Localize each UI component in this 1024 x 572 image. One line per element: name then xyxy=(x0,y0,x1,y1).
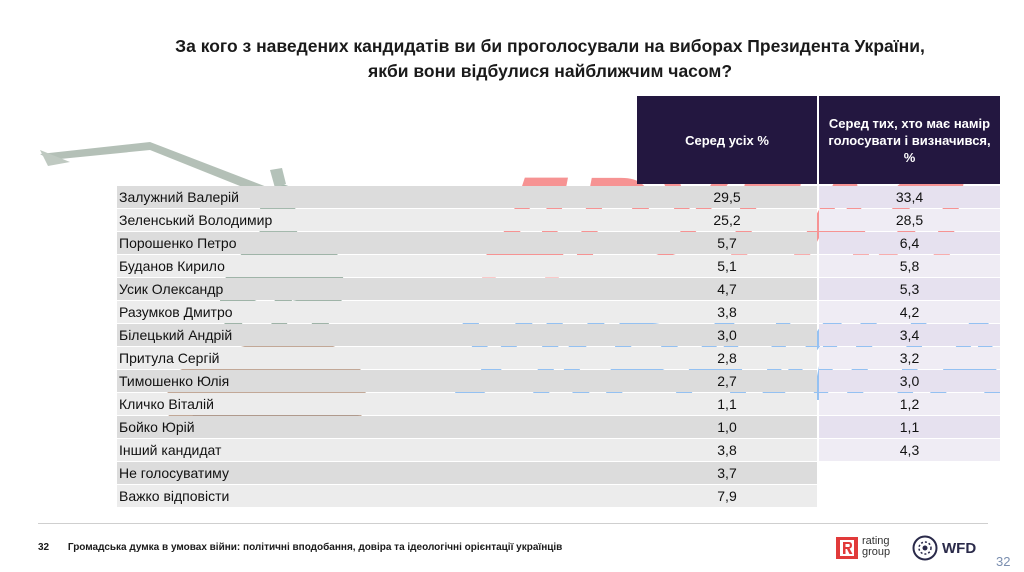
value-decided: 1,2 xyxy=(819,393,1000,415)
column-header-decided: Серед тих, хто має намір голосувати і ви… xyxy=(819,96,1000,184)
table-row: Білецький Андрій 3,0 3,4 xyxy=(117,324,1000,347)
table-row: Кличко Віталій 1,1 1,2 xyxy=(117,393,1000,416)
rating-logo-word1: rating xyxy=(862,535,890,547)
value-all: 5,7 xyxy=(637,232,817,254)
footer-caption: 32 Громадська думка в умовах війни: полі… xyxy=(38,542,562,553)
rating-logo-text: rating group xyxy=(862,536,890,558)
value-decided: 3,2 xyxy=(819,347,1000,369)
value-all: 3,8 xyxy=(637,439,817,461)
value-all: 3,0 xyxy=(637,324,817,346)
footer-page-number: 32 xyxy=(38,542,50,553)
candidate-name: Тимошенко Юлія xyxy=(117,370,637,392)
value-all: 1,1 xyxy=(637,393,817,415)
candidate-name: Усик Олександр xyxy=(117,278,637,300)
rating-logo-word2: group xyxy=(862,546,891,558)
candidate-name: Кличко Віталій xyxy=(117,393,637,415)
value-all: 1,0 xyxy=(637,416,817,438)
candidate-name: Буданов Кирило xyxy=(117,255,637,277)
candidate-name: Разумков Дмитро xyxy=(117,301,637,323)
value-decided xyxy=(819,485,1000,507)
candidate-name: Інший кандидат xyxy=(117,439,637,461)
wfd-logo-icon xyxy=(912,535,938,561)
value-decided: 5,8 xyxy=(819,255,1000,277)
value-all: 2,7 xyxy=(637,370,817,392)
value-decided: 4,2 xyxy=(819,301,1000,323)
table-row: Бойко Юрій 1,0 1,1 xyxy=(117,416,1000,439)
value-decided: 6,4 xyxy=(819,232,1000,254)
rating-logo-icon xyxy=(836,537,858,559)
candidate-name: Зеленський Володимир xyxy=(117,209,637,231)
value-decided: 4,3 xyxy=(819,439,1000,461)
value-all: 4,7 xyxy=(637,278,817,300)
table-row: Залужний Валерій 29,5 33,4 xyxy=(117,186,1000,209)
candidate-name: Не голосуватиму xyxy=(117,462,637,484)
value-decided: 3,0 xyxy=(819,370,1000,392)
value-all: 25,2 xyxy=(637,209,817,231)
page-title: За кого з наведених кандидатів ви би про… xyxy=(110,34,990,84)
value-decided xyxy=(819,462,1000,484)
page-number: 32 xyxy=(996,554,1011,569)
table-row: Зеленський Володимир 25,2 28,5 xyxy=(117,209,1000,232)
value-decided: 1,1 xyxy=(819,416,1000,438)
value-all: 3,7 xyxy=(637,462,817,484)
table-row: Усик Олександр 4,7 5,3 xyxy=(117,278,1000,301)
candidate-name: Залужний Валерій xyxy=(117,186,637,208)
table-row: Разумков Дмитро 3,8 4,2 xyxy=(117,301,1000,324)
candidate-name: Притула Сергій xyxy=(117,347,637,369)
value-decided: 5,3 xyxy=(819,278,1000,300)
table-row: Тимошенко Юлія 2,7 3,0 xyxy=(117,370,1000,393)
value-decided: 3,4 xyxy=(819,324,1000,346)
table-row: Порошенко Петро 5,7 6,4 xyxy=(117,232,1000,255)
wfd-logo-text: WFD xyxy=(942,540,977,557)
candidate-name: Бойко Юрій xyxy=(117,416,637,438)
table-row: Важко відповісти 7,9 xyxy=(117,485,1000,508)
value-all: 7,9 xyxy=(637,485,817,507)
value-all: 29,5 xyxy=(637,186,817,208)
title-line-1: За кого з наведених кандидатів ви би про… xyxy=(175,36,925,56)
title-line-2: якби вони відбулися найближчим часом? xyxy=(367,61,733,81)
value-decided: 28,5 xyxy=(819,209,1000,231)
value-all: 2,8 xyxy=(637,347,817,369)
footer-divider xyxy=(38,523,988,524)
candidate-name: Білецький Андрій xyxy=(117,324,637,346)
value-all: 5,1 xyxy=(637,255,817,277)
table-row: Притула Сергій 2,8 3,2 xyxy=(117,347,1000,370)
column-header-all: Серед усіх % xyxy=(637,96,817,184)
table-row: Буданов Кирило 5,1 5,8 xyxy=(117,255,1000,278)
value-all: 3,8 xyxy=(637,301,817,323)
table-row: Не голосуватиму 3,7 xyxy=(117,462,1000,485)
candidate-name: Порошенко Петро xyxy=(117,232,637,254)
value-decided: 33,4 xyxy=(819,186,1000,208)
footer-text: Громадська думка в умовах війни: політич… xyxy=(67,542,563,553)
candidate-name: Важко відповісти xyxy=(117,485,637,507)
table-row: Інший кандидат 3,8 4,3 xyxy=(117,439,1000,462)
